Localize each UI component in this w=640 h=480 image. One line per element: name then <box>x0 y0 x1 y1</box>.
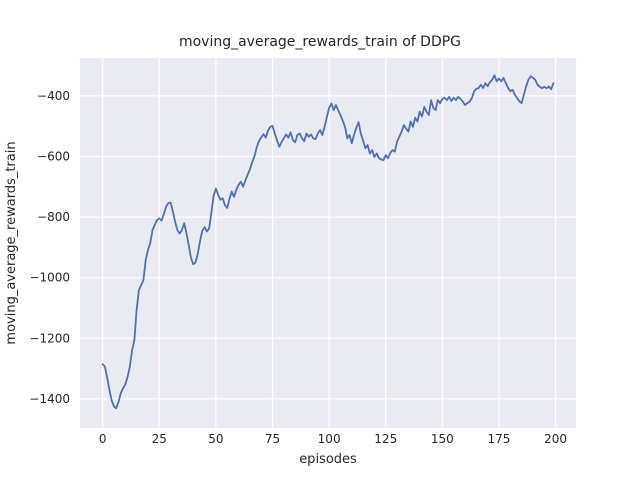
series-line <box>101 74 555 410</box>
y-axis-tick-labels: −400 −600 −800 −1000 −1200 −1400 <box>29 89 70 406</box>
plot-area <box>80 58 576 428</box>
y-tick-label: −800 <box>37 210 70 224</box>
x-tick-label: 175 <box>488 432 511 446</box>
x-tick-label: 100 <box>318 432 341 446</box>
x-tick-label: 75 <box>265 432 280 446</box>
x-tick-label: 0 <box>99 432 107 446</box>
x-axis-label: episodes <box>299 452 357 467</box>
y-tick-label: −1200 <box>29 331 70 345</box>
y-tick-label: −1000 <box>29 271 70 285</box>
x-tick-label: 50 <box>208 432 223 446</box>
y-tick-label: −1400 <box>29 392 70 406</box>
x-tick-label: 25 <box>152 432 167 446</box>
y-tick-label: −600 <box>37 149 70 163</box>
chart-title: moving_average_rewards_train of DDPG <box>179 34 461 50</box>
y-axis-label: moving_average_rewards_train <box>4 141 19 344</box>
x-tick-label: 150 <box>431 432 454 446</box>
x-axis-tick-labels: 0 25 50 75 100 125 150 175 200 <box>99 432 567 446</box>
x-tick-label: 125 <box>374 432 397 446</box>
x-tick-label: 200 <box>544 432 567 446</box>
gridlines <box>80 58 576 428</box>
y-tick-label: −400 <box>37 89 70 103</box>
